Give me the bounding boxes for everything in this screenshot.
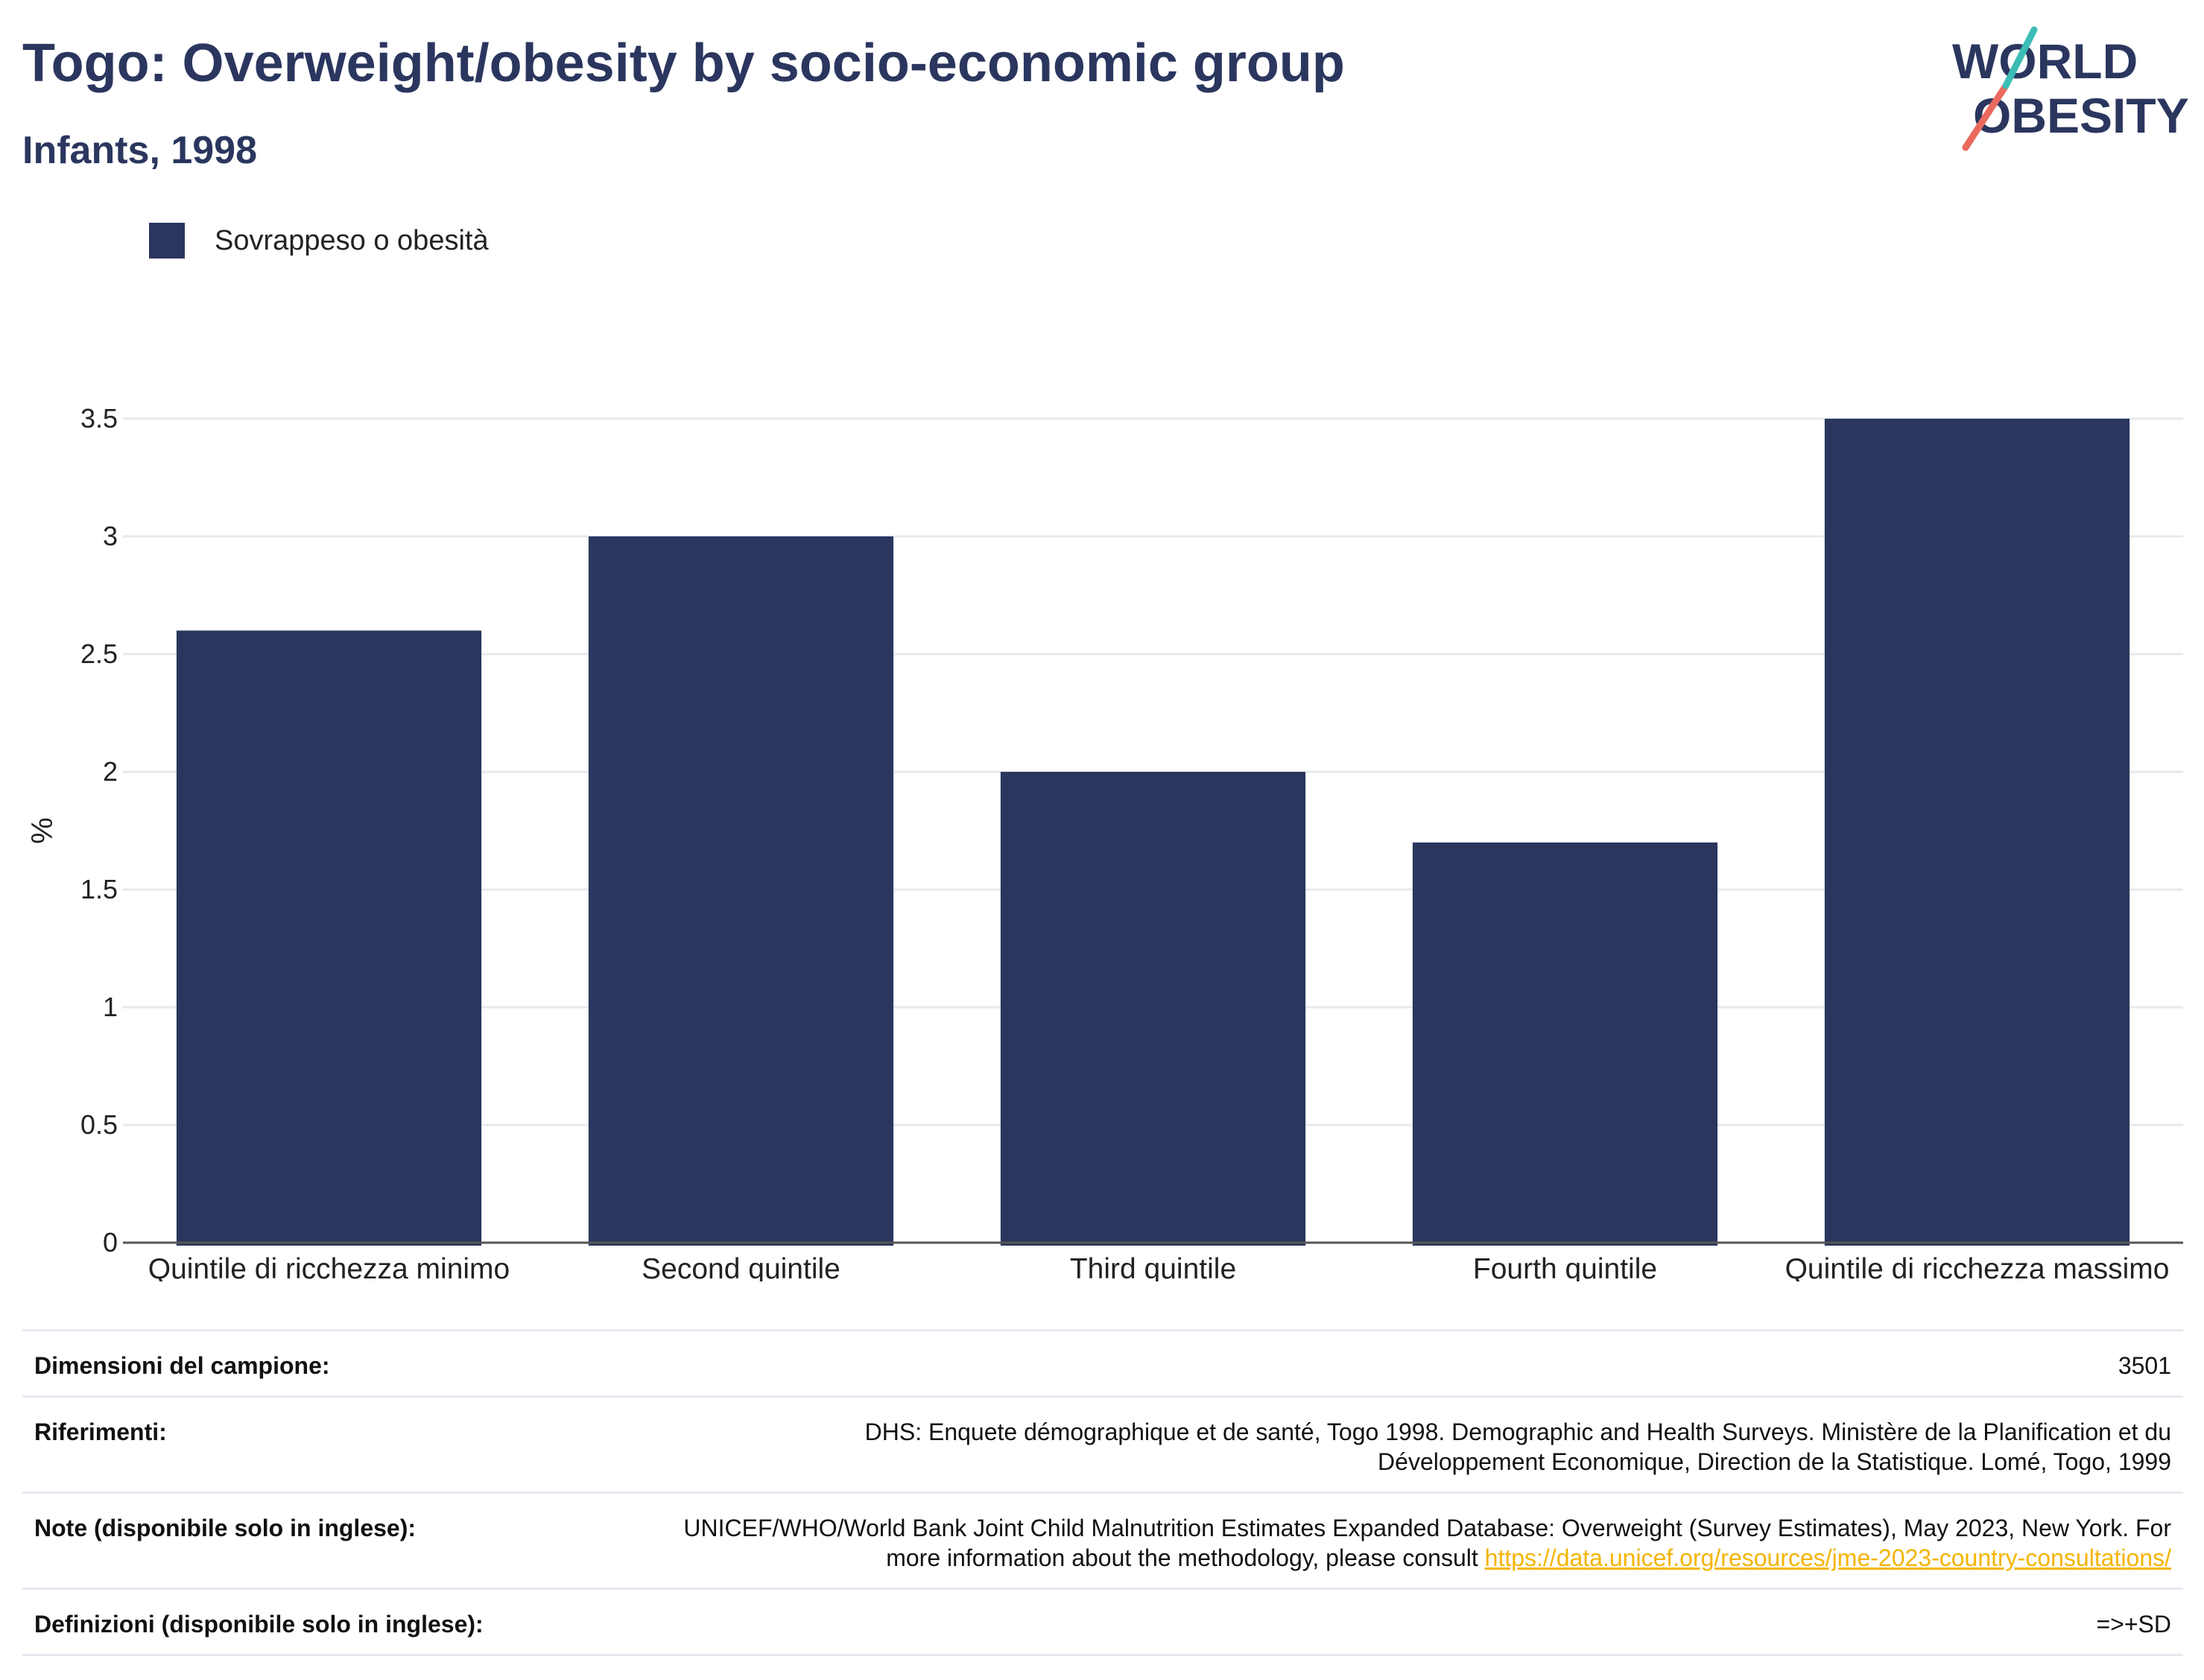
footer-row-notes: Note (disponibile solo in inglese): UNIC… [22,1492,2183,1588]
x-tick-label: Third quintile [1070,1253,1236,1281]
bar [1412,842,1718,1246]
y-tick-label: 3.5 [80,403,118,434]
bar [588,536,894,1246]
world-obesity-logo: WORLD OBESITY [1952,26,2189,151]
bar [1824,419,2130,1246]
bar [176,630,482,1246]
definitions-label: Definizioni (disponibile solo in inglese… [34,1611,484,1638]
footer-row-references: Riferimenti: DHS: Enquete démographique … [22,1395,2183,1492]
x-tick-label: Quintile di ricchezza minimo [148,1253,510,1281]
y-tick-label: 3 [103,521,118,551]
chart-footer: Dimensioni del campione: 3501 Riferiment… [22,1329,2183,1656]
chart-legend: Sovrappeso o obesità [149,220,489,261]
y-tick-label: 2.5 [80,638,118,669]
y-tick-label: 0.5 [80,1109,118,1140]
logo-slash-teal [2002,26,2038,89]
y-tick-label: 1 [103,992,118,1022]
definitions-value: =>+SD [2096,1611,2171,1638]
legend-swatch [149,223,185,259]
sample-size-label: Dimensioni del campione: [34,1352,330,1379]
footer-row-sample-size: Dimensioni del campione: 3501 [22,1329,2183,1395]
bar-chart: 0 0.5 1 1.5 2 2.5 3 3.5% Quintile di ricchezza m… [26,403,2183,1281]
notes-text: UNICEF/WHO/World Bank Joint Child Malnut… [651,1513,2171,1573]
x-tick-label: Fourth quintile [1473,1253,1657,1281]
logo-line2: OBESITY [1973,88,2189,143]
page-title: Togo: Overweight/obesity by socio-econom… [22,34,1345,93]
footer-row-definitions: Definizioni (disponibile solo in inglese… [22,1588,2183,1656]
y-tick-label: 0 [103,1227,118,1258]
logo-slash-coral [1962,82,2010,151]
page-subtitle: Infants, 1998 [22,129,258,172]
x-tick-label: Quintile di ricchezza massimo [1785,1253,2170,1281]
logo-line1: WORLD [1952,34,2138,89]
bar [1000,772,1306,1246]
references-label: Riferimenti: [34,1419,167,1445]
notes-link[interactable]: https://data.unicef.org/resources/jme-20… [1484,1544,2171,1571]
x-tick-label: Second quintile [642,1253,840,1281]
references-value: DHS: Enquete démographique et de santé, … [864,1419,2171,1475]
notes-value: UNICEF/WHO/World Bank Joint Child Malnut… [683,1515,2171,1571]
y-tick-label: 2 [103,756,118,787]
notes-label: Note (disponibile solo in inglese): [34,1515,417,1541]
legend-label: Sovrappeso o obesità [215,224,489,256]
sample-size-value: 3501 [2118,1352,2171,1379]
y-axis-label: % [26,817,59,844]
y-tick-label: 1.5 [80,874,118,904]
